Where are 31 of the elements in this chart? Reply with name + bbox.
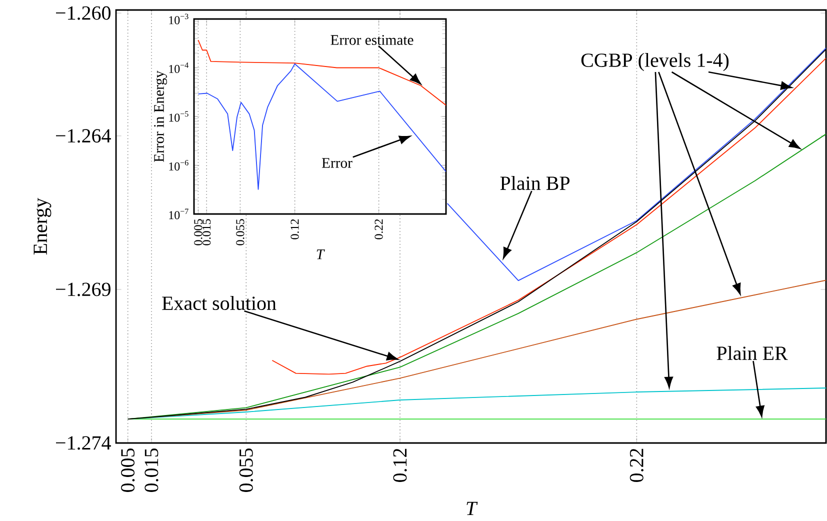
y-tick-label: 10$^{−5}$ — [169, 111, 188, 122]
y-tick-label: 10$^{−3}$ — [169, 14, 188, 24]
x-tick-label: 0.12 — [393, 448, 407, 482]
x-tick-label: 0.22 — [374, 219, 383, 240]
annotation: Plain BP — [500, 176, 570, 190]
x-tick-label: 0.005 — [194, 219, 202, 246]
x-tick-label: 0.005 — [121, 448, 135, 492]
x-tick-label: 0.015 — [144, 448, 158, 492]
y-tick-label: 10$^{−7}$ — [169, 208, 188, 220]
x-tick-label: 0.015 — [202, 219, 211, 246]
x-tick-label: 0.055 — [239, 448, 253, 492]
annotation: Error estimate — [330, 35, 414, 45]
y-tick-label: 10$^{−6}$ — [169, 160, 188, 171]
y-tick-label: −1.264 — [56, 129, 111, 143]
y-tick-label: 10$^{−4}$ — [169, 62, 189, 74]
annotation: Error — [322, 158, 352, 168]
x-axis-title: T — [316, 250, 325, 260]
y-tick-label: −1.260 — [56, 6, 111, 20]
line-series — [198, 63, 446, 190]
annotation: Plain ER — [716, 346, 788, 360]
y-axis-title: Energy — [34, 198, 52, 255]
y-tick-label: −1.274 — [56, 436, 111, 450]
line-series — [446, 48, 826, 282]
x-tick-label: 0.12 — [290, 219, 299, 240]
y-tick-label: −1.269 — [56, 282, 110, 296]
annotation: CGBP (levels 1-4) — [581, 52, 729, 72]
y-axis-title: Error in Energy — [154, 70, 167, 162]
x-tick-label: 0.22 — [630, 448, 644, 482]
x-tick-label: 0.055 — [236, 219, 244, 246]
x-axis-title: T — [466, 502, 478, 515]
annotation: Exact solution — [162, 296, 276, 310]
